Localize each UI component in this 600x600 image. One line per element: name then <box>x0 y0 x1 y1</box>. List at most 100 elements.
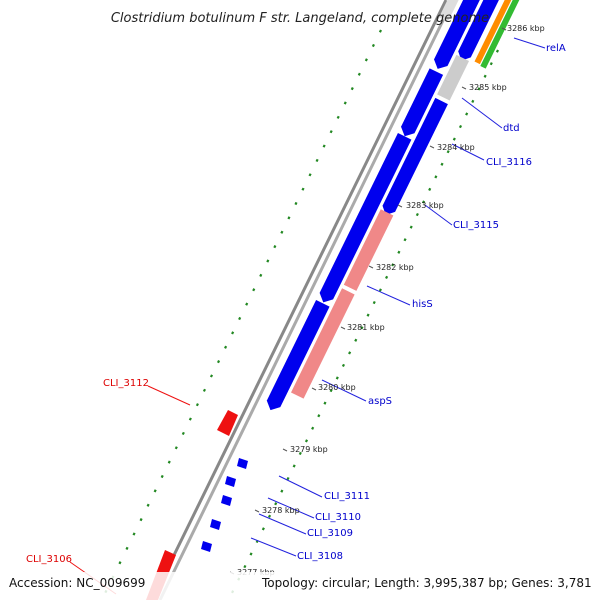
kbp-tick <box>368 265 374 269</box>
ring-dot <box>336 115 340 119</box>
ring-dot <box>477 87 481 91</box>
ring-dot <box>343 101 347 105</box>
gene-block-forward <box>458 0 499 61</box>
ring-dot <box>274 502 278 506</box>
small-gene-forward <box>210 519 221 530</box>
leader-line <box>366 285 411 306</box>
backbone-line-outer <box>150 0 448 600</box>
ring-dot <box>360 326 364 330</box>
ring-dot <box>266 259 270 263</box>
ring-dot <box>446 150 450 154</box>
ring-dot <box>322 144 326 148</box>
ring-dot <box>261 527 265 531</box>
ring-dot <box>409 225 413 229</box>
ring-dot <box>292 464 296 468</box>
ring-dot <box>202 388 206 392</box>
kbp-tick <box>311 387 317 391</box>
kbp-label: 3284 kbp <box>437 143 475 152</box>
gene-features <box>146 0 520 600</box>
ring-dot <box>385 275 389 280</box>
ring-dot <box>146 503 150 507</box>
ring-dot <box>391 263 395 267</box>
kbp-label: 3283 kbp <box>406 201 444 210</box>
kbp-label: 3280 kbp <box>318 383 356 392</box>
ring-dot <box>434 175 438 179</box>
gene-label-hiss: hisS <box>412 299 433 310</box>
ring-dot <box>329 130 333 134</box>
ring-dot <box>415 212 419 217</box>
kbp-tick <box>282 448 288 452</box>
ring-dot <box>181 431 185 436</box>
gene-label-asps: aspS <box>368 396 392 407</box>
ring-dot <box>483 74 487 78</box>
ring-dot <box>471 99 475 104</box>
leader-line <box>451 143 485 161</box>
ring-dot <box>195 403 199 407</box>
ring-dot <box>153 489 157 493</box>
ring-dot <box>364 58 368 62</box>
gene-label-cli-3115: CLI_3115 <box>453 220 499 231</box>
leader-line <box>461 97 503 129</box>
ring-dot <box>350 86 354 91</box>
gene-block-pink <box>343 209 394 291</box>
gene-block-reverse <box>217 410 238 436</box>
leader-line <box>147 385 191 406</box>
gene-block-grey <box>437 54 470 101</box>
leader-line <box>513 37 546 49</box>
kbp-label: 3282 kbp <box>376 263 414 272</box>
gene-label-dtd: dtd <box>503 123 520 134</box>
ring-dot <box>403 238 407 242</box>
ring-dot <box>452 137 456 141</box>
ring-dot <box>273 245 277 249</box>
gene-block-forward <box>401 68 444 137</box>
leader-line <box>321 379 367 402</box>
map-title: Clostridium botulinum F str. Langeland, … <box>111 11 489 26</box>
ring-dot <box>428 187 432 192</box>
ring-dot <box>366 313 370 317</box>
ring-dot <box>440 162 444 166</box>
ring-dot <box>301 187 305 191</box>
ring-dot <box>354 338 358 342</box>
gene-block-forward <box>266 300 330 411</box>
kbp-tick <box>429 145 435 149</box>
leader-line <box>250 537 297 557</box>
ring-dot <box>348 351 352 355</box>
leader-line <box>258 513 307 535</box>
ring-dot <box>209 374 214 378</box>
footer-background <box>0 572 600 600</box>
ring-dot <box>174 446 178 450</box>
ring-dot <box>243 564 247 569</box>
gene-label-leaders <box>69 37 546 595</box>
ring-dot <box>378 29 382 33</box>
kbp-label: 3279 kbp <box>290 445 328 454</box>
small-gene-forward <box>201 541 212 552</box>
kbp-tick <box>254 509 260 513</box>
ring-dot <box>160 474 164 479</box>
ring-dot <box>304 439 309 443</box>
ring-dot <box>489 62 493 66</box>
ring-dot <box>259 273 263 277</box>
ring-dot <box>267 514 272 518</box>
gene-label-cli-3111: CLI_3111 <box>324 491 370 502</box>
ring-dot <box>397 250 401 254</box>
gene-block-orange <box>474 0 512 65</box>
ring-dot <box>465 112 469 116</box>
kbp-tick-marks <box>229 27 507 575</box>
ring-dot <box>287 216 291 220</box>
ring-dot <box>458 124 463 129</box>
ring-dot <box>245 302 249 306</box>
ring-dot <box>238 316 242 321</box>
small-gene-forward <box>237 458 248 469</box>
ring-dot <box>308 173 312 177</box>
kbp-tick <box>501 27 507 31</box>
kbp-tick <box>397 204 403 208</box>
gene-block-green <box>480 0 520 69</box>
ring-dot <box>421 200 426 204</box>
kbp-label: 3281 kbp <box>347 323 385 332</box>
leader-line <box>267 497 315 519</box>
kbp-label: 3285 kbp <box>469 83 507 92</box>
ring-dot <box>335 376 339 380</box>
gene-label-cli-3106: CLI_3106 <box>26 554 72 565</box>
gene-label-cli-3112: CLI_3112 <box>103 378 149 389</box>
